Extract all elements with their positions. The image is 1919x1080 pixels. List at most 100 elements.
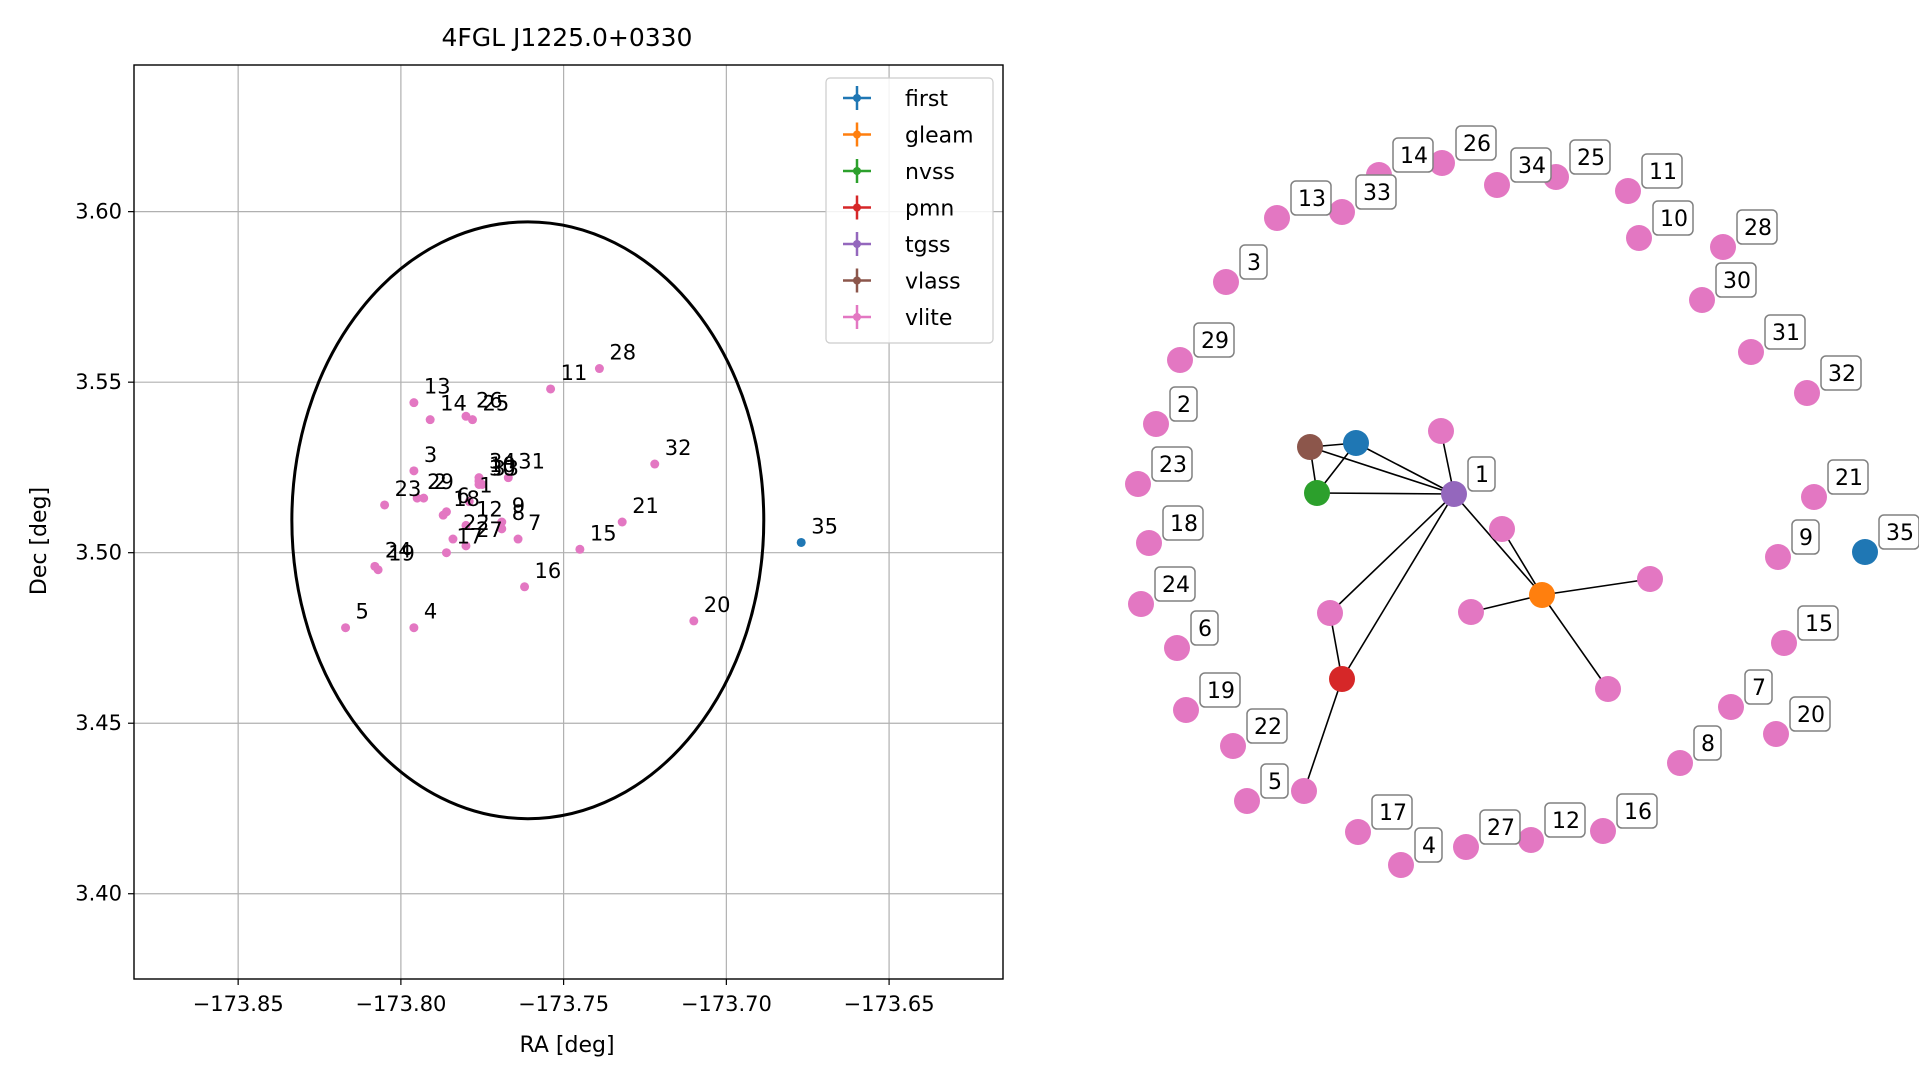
network-node-label: 19: [1207, 679, 1235, 704]
error-ellipse-layer: [290, 220, 766, 821]
network-node-label: 16: [1624, 800, 1652, 825]
source-point-label: 29: [427, 470, 454, 494]
legend-box: [825, 77, 994, 344]
network-node-label: 33: [1363, 181, 1391, 206]
network-nodes: [1125, 150, 1878, 878]
source-point-27: [461, 541, 471, 551]
source-point-7: [513, 534, 523, 544]
network-node-label-box: [1162, 505, 1204, 541]
network-node-first: [1343, 430, 1369, 456]
network-node-label-box: [1455, 125, 1497, 161]
chart-title: 4FGL J1225.0+0330: [442, 23, 693, 52]
network-node-label-box: [1641, 153, 1683, 189]
network-node-vlite: [1234, 788, 1260, 814]
network-node-label: 13: [1298, 187, 1326, 212]
network-node-label-box: [1414, 827, 1443, 863]
source-point-label: 30: [489, 456, 516, 480]
network-edge: [1355, 442, 1455, 495]
source-point-26: [461, 411, 471, 421]
source-point-label: 20: [704, 593, 731, 617]
legend-label-pmn: pmn: [905, 197, 954, 222]
x-tick-label: −173.80: [355, 992, 446, 1016]
network-node-label: 26: [1463, 132, 1491, 157]
network-node-vlite: [1453, 834, 1479, 860]
network-node-vlite: [1718, 694, 1744, 720]
network-edge: [1303, 678, 1343, 792]
source-point-label: 35: [811, 514, 838, 538]
network-node-label-box: [1246, 708, 1288, 744]
network-node-vlite: [1518, 827, 1544, 853]
legend-item-gleam: gleam: [843, 122, 974, 149]
network-node-label: 25: [1577, 146, 1605, 171]
source-point-3: [409, 466, 419, 476]
legend-label-tgss: tgss: [905, 233, 951, 258]
source-point-label: 18: [453, 487, 480, 511]
network-node-label: 9: [1799, 526, 1813, 551]
source-point-28: [594, 364, 604, 374]
x-tick-label: −173.70: [681, 992, 772, 1016]
legend-label-vlite: vlite: [905, 306, 952, 331]
network-node-vlite: [1765, 544, 1791, 570]
network-node-label: 29: [1201, 329, 1229, 354]
network-node-vlite: [1173, 697, 1199, 723]
network-node-label-box: [1154, 566, 1196, 602]
network-node-vlite: [1595, 676, 1621, 702]
source-point-label: 15: [590, 521, 617, 545]
source-point-35: [796, 537, 806, 547]
source-point-label: 9: [512, 494, 525, 518]
network-node-first: [1852, 539, 1878, 565]
source-point-33: [477, 479, 487, 489]
network-edge: [1309, 446, 1455, 495]
y-tick-label: 3.50: [75, 541, 122, 565]
source-point-label: 7: [528, 511, 541, 535]
network-node-gleam: [1529, 582, 1555, 608]
y-tick-label: 3.40: [75, 882, 122, 906]
network-node-vlite: [1136, 530, 1162, 556]
network-node-label-box: [1193, 322, 1235, 358]
error-ellipse: [290, 220, 766, 821]
y-tick-label: 3.45: [75, 711, 122, 735]
network-node-label-box: [1199, 672, 1241, 708]
network-node-label: 24: [1162, 573, 1190, 598]
source-point-23: [380, 500, 390, 510]
legend-item-vlite: vlite: [843, 305, 952, 331]
source-point-label: 1: [479, 474, 492, 498]
network-edge: [1453, 493, 1543, 596]
network-node-label: 15: [1805, 612, 1833, 637]
network-edge: [1541, 578, 1651, 596]
source-point-label: 25: [482, 392, 509, 416]
network-node-vlite: [1801, 484, 1827, 510]
network-edge: [1341, 493, 1455, 680]
source-point-label: 28: [609, 341, 636, 365]
legend-label-vlass: vlass: [905, 270, 961, 295]
network-node-label-box: [1797, 605, 1839, 641]
network-node-label: 31: [1772, 321, 1800, 346]
network-node-label: 3: [1247, 251, 1261, 276]
network-node-vlite: [1590, 818, 1616, 844]
network-node-vlite: [1429, 150, 1455, 176]
source-point-34: [474, 473, 484, 483]
network-edge: [1541, 594, 1609, 690]
network-node-vlite: [1667, 750, 1693, 776]
legend-item-tgss: tgss: [843, 232, 951, 258]
network-node-label-box: [1544, 802, 1586, 838]
source-point-label: 22: [463, 511, 490, 535]
network-node-vlite: [1794, 380, 1820, 406]
network-node-label-box: [1693, 725, 1722, 761]
legend-label-gleam: gleam: [905, 124, 974, 149]
source-point-label: 24: [385, 538, 412, 562]
network-node-vlite: [1626, 225, 1652, 251]
network-node-vlite: [1220, 733, 1246, 759]
source-point-label: 14: [440, 392, 467, 416]
network-node-label: 12: [1552, 809, 1580, 834]
network-node-label-box: [1371, 794, 1413, 830]
network-node-label: 27: [1487, 816, 1515, 841]
network-node-label: 1: [1475, 463, 1489, 488]
source-point-15: [575, 544, 585, 554]
network-node-vlite: [1213, 269, 1239, 295]
legend-item-first: first: [843, 86, 948, 112]
source-point-13: [409, 398, 419, 408]
source-point-24: [370, 561, 380, 571]
y-tick-label: 3.55: [75, 370, 122, 394]
crossmatch-network-graph: 1234567891011121314151617181920212223242…: [1125, 125, 1919, 878]
